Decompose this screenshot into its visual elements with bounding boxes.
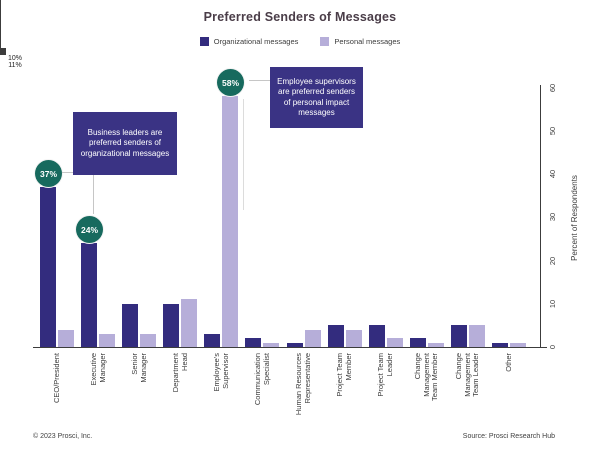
bar-organizational-2 — [122, 304, 138, 347]
footer-source: Source: Prosci Research Hub — [462, 433, 555, 440]
y-axis-tick-label: 50 — [548, 126, 557, 136]
x-axis-tick — [0, 0, 1, 4]
bar-organizational-5 — [245, 338, 261, 347]
x-axis-tick — [0, 28, 1, 32]
bar-organizational-0 — [40, 187, 56, 347]
legend-label: Personal messages — [334, 37, 401, 46]
y-axis-tick — [0, 51, 6, 52]
data-label-11%: 11% — [8, 62, 22, 69]
y-axis-tick-label: 60 — [548, 83, 557, 93]
chart-title: Preferred Senders of Messages — [203, 10, 397, 24]
bar-organizational-9 — [410, 338, 426, 347]
x-axis-tick — [0, 32, 1, 36]
x-axis-tick — [0, 36, 1, 40]
connector-supervisor-vertical — [243, 99, 244, 210]
x-axis-label-6: Human Resources Representative — [294, 352, 312, 415]
bar-personal-2 — [140, 334, 156, 347]
bar-organizational-7 — [328, 325, 344, 347]
bar-personal-11 — [510, 343, 526, 347]
bar-personal-7 — [346, 330, 362, 347]
callout-organizational: Business leaders are preferred senders o… — [73, 112, 177, 175]
bar-personal-5 — [263, 343, 279, 347]
data-label-10%: 10% — [7, 55, 22, 62]
bar-organizational-3 — [163, 304, 179, 347]
y-axis-title: Percent of Respondents — [570, 175, 579, 261]
y-axis-tick-label: 40 — [548, 169, 557, 179]
x-axis-tick — [0, 8, 1, 12]
bar-personal-9 — [428, 343, 444, 347]
y-axis-tick — [0, 52, 6, 53]
bar-organizational-6 — [287, 343, 303, 347]
x-axis-tick — [0, 20, 1, 24]
legend-item-personal: Personal messages — [320, 37, 400, 46]
y-axis-tick — [0, 49, 6, 50]
legend: Organizational messages Personal messages — [0, 37, 600, 46]
connector-box-to-24 — [93, 175, 94, 214]
bar-organizational-4 — [204, 334, 220, 347]
bar-organizational-8 — [369, 325, 385, 347]
x-axis-tick — [0, 40, 1, 44]
callout-personal: Employee supervisors are preferred sende… — [270, 67, 363, 128]
badge-58%: 58% — [217, 69, 244, 96]
connector-37-to-box — [62, 172, 73, 173]
x-axis-label-1: Executive Manager — [89, 352, 107, 386]
bar-organizational-10 — [451, 325, 467, 347]
x-axis-label-2: Senior Manager — [130, 352, 148, 383]
y-axis-tick — [0, 54, 6, 55]
bar-personal-0 — [58, 330, 74, 347]
legend-item-organizational: Organizational messages — [199, 37, 299, 46]
y-axis-tick-label: 20 — [548, 256, 557, 266]
x-axis-line — [33, 347, 547, 348]
badge-24%: 24% — [76, 216, 103, 243]
x-axis-label-3: Department Head — [171, 352, 189, 392]
y-axis-tick-label: 10 — [548, 299, 557, 309]
y-axis-line — [540, 85, 541, 348]
bar-personal-10 — [469, 325, 485, 347]
y-axis-tick-label: 0 — [548, 344, 557, 350]
y-axis-tick-label: 30 — [548, 212, 557, 222]
y-axis-tick — [0, 48, 6, 49]
connector-58-to-box — [249, 80, 270, 81]
bar-personal-6 — [305, 330, 321, 347]
badge-37%: 37% — [35, 160, 62, 187]
bar-personal-3 — [181, 299, 197, 347]
legend-swatch-icon — [199, 37, 209, 46]
x-axis-tick — [0, 24, 1, 28]
x-axis-tick — [0, 12, 1, 16]
bar-personal-8 — [387, 338, 403, 347]
y-axis-tick — [0, 53, 6, 54]
bar-organizational-1 — [81, 243, 97, 347]
x-axis-label-7: Project Team Member — [335, 352, 353, 397]
legend-label: Organizational messages — [213, 37, 299, 46]
y-axis-tick — [0, 50, 6, 51]
bar-organizational-11 — [492, 343, 508, 347]
x-axis-tick — [0, 16, 1, 20]
legend-swatch-icon — [320, 37, 330, 46]
bar-personal-1 — [99, 334, 115, 347]
plot-area: CEO/President Executive Manager Senior Man… — [0, 0, 600, 415]
x-axis-tick — [0, 44, 1, 48]
x-axis-tick — [0, 4, 1, 8]
footer-copyright: © 2023 Prosci, Inc. — [33, 433, 93, 440]
x-axis-label-4: Employee's Supervisor — [212, 352, 230, 392]
bar-personal-4 — [222, 96, 238, 347]
x-axis-label-5: Communication Specialist — [253, 352, 271, 405]
